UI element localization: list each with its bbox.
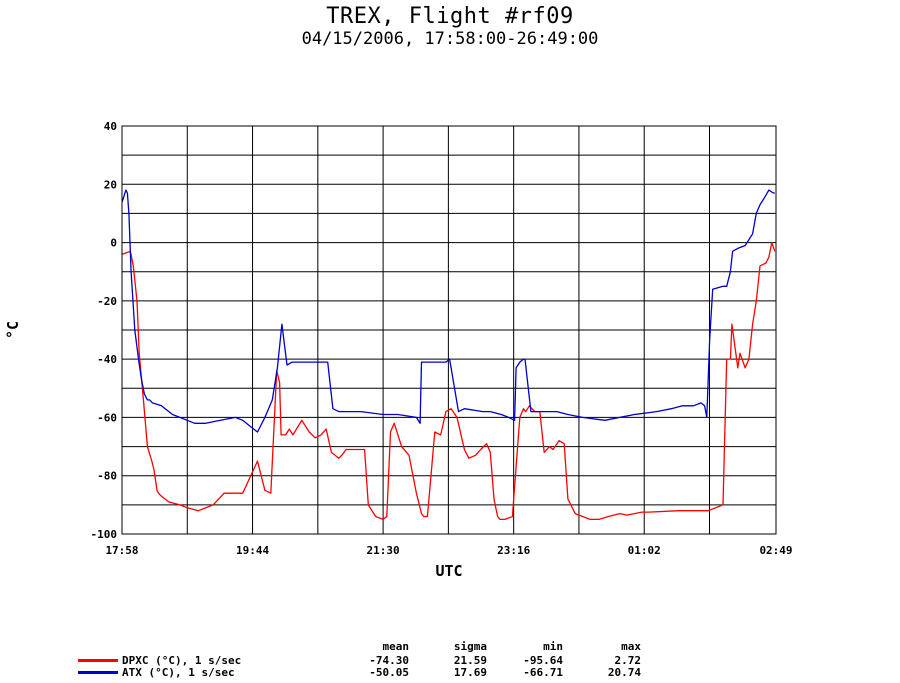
x-tick-label: 23:16 (497, 544, 530, 557)
series-lines (121, 189, 776, 521)
stat-atx-min: -66.71 (523, 666, 563, 679)
x-tick-labels: 17:58 19:44 21:30 23:16 01:02 02:49 (105, 544, 792, 557)
legend-swatch-dpxc (78, 659, 118, 662)
stat-atx-mean: -50.05 (369, 666, 409, 679)
legend-label-atx: ATX (°C), 1 s/sec (122, 666, 235, 679)
stat-dpxc-min: -95.64 (523, 654, 563, 667)
x-tick-label: 21:30 (367, 544, 400, 557)
stat-atx-sigma: 17.69 (453, 666, 487, 679)
stat-dpxc-sigma: 21.59 (453, 654, 487, 667)
x-tick-label: 02:49 (759, 544, 792, 557)
y-tick-label: -20 (97, 295, 117, 308)
series-line-dpxc (121, 241, 776, 521)
x-axis-label: UTC (435, 562, 462, 580)
y-tick-label: 40 (104, 120, 117, 133)
x-tick-label: 17:58 (105, 544, 138, 557)
chart-title: TREX, Flight #rf09 (326, 4, 574, 29)
y-tick-label: -60 (97, 411, 117, 424)
y-tick-labels: -100 -80 -60 -40 -20 0 20 40 (91, 120, 118, 541)
y-axis-label: °C (4, 321, 22, 339)
chart-subtitle: 04/15/2006, 17:58:00-26:49:00 (301, 29, 599, 49)
stats-header-mean: mean (382, 640, 410, 653)
stat-dpxc-max: 2.72 (614, 654, 642, 667)
y-tick-label: 0 (110, 237, 117, 250)
statistics-legend: mean sigma min max DPXC (°C), 1 s/sec -7… (0, 638, 900, 683)
x-tick-label: 01:02 (628, 544, 661, 557)
y-tick-label: -100 (91, 528, 118, 541)
stats-header-max: max (621, 640, 641, 653)
stats-header-sigma: sigma (453, 640, 487, 653)
series-line-atx (121, 189, 775, 433)
grid-lines (121, 125, 777, 535)
stat-atx-max: 20.74 (607, 666, 641, 679)
stat-dpxc-mean: -74.30 (369, 654, 409, 667)
y-tick-label: -80 (97, 470, 117, 483)
stats-header-min: min (543, 640, 563, 653)
plot-frame (121, 125, 777, 535)
legend-label-dpxc: DPXC (°C), 1 s/sec (122, 654, 242, 667)
y-tick-label: 20 (104, 178, 117, 191)
y-tick-label: -40 (97, 353, 117, 366)
legend-swatch-atx (78, 671, 118, 674)
x-tick-label: 19:44 (236, 544, 269, 557)
